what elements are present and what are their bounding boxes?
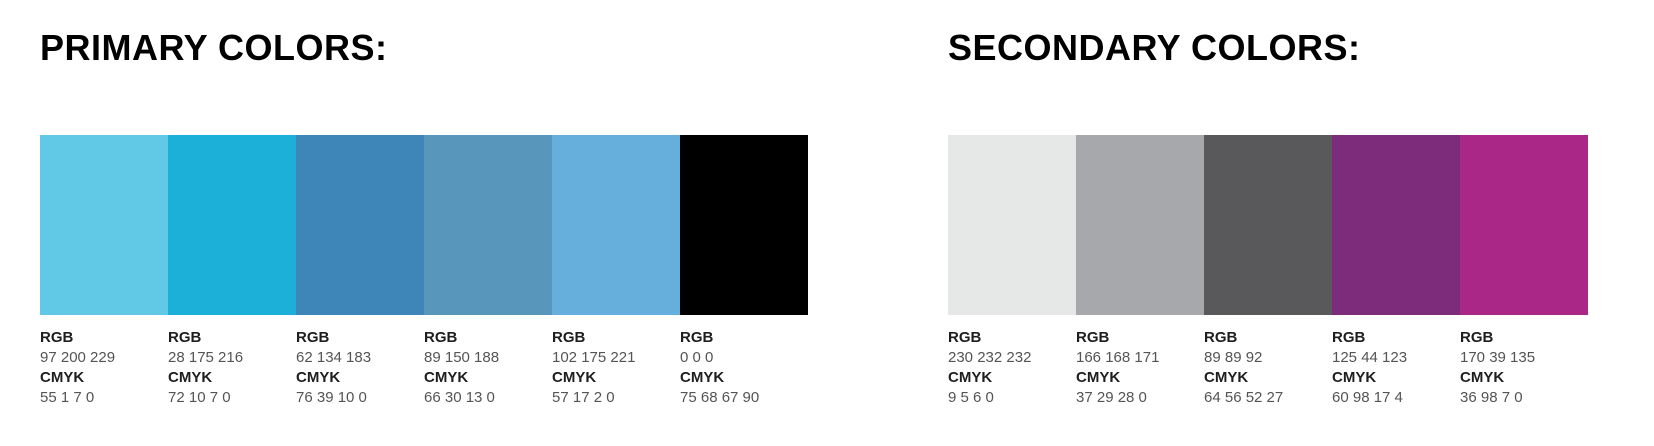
rgb-value: 0 0 0 [680, 349, 714, 366]
cmyk-label: CMYK [1076, 369, 1121, 386]
swatch-column-cyan-blue: RGB 28 175 216 CMYK 72 10 7 0 [168, 135, 296, 408]
swatch-labels: RGB 170 39 135 CMYK 36 98 7 0 [1460, 328, 1588, 408]
swatch-labels: RGB 97 200 229 CMYK 55 1 7 0 [40, 328, 168, 408]
cmyk-value: 75 68 67 90 [680, 389, 760, 406]
primary-colors-title: PRIMARY COLORS: [40, 27, 388, 68]
rgb-label: RGB [948, 329, 982, 346]
cmyk-value: 57 17 2 0 [552, 389, 615, 406]
rgb-label: RGB [1076, 329, 1110, 346]
color-swatch-slate-blue [424, 135, 552, 315]
color-swatch-purple [1332, 135, 1460, 315]
swatch-column-black: RGB 0 0 0 CMYK 75 68 67 90 [680, 135, 808, 408]
secondary-swatch-band: RGB 230 232 232 CMYK 9 5 6 0 RGB 166 168 171 C… [948, 135, 1588, 408]
rgb-value: 170 39 135 [1460, 349, 1536, 366]
color-swatch-gray [1076, 135, 1204, 315]
rgb-value: 89 150 188 [424, 349, 500, 366]
rgb-value: 230 232 232 [948, 349, 1032, 366]
color-swatch-dark-gray [1204, 135, 1332, 315]
cmyk-label: CMYK [948, 369, 993, 386]
secondary-colors-section: SECONDARY COLORS: RGB 230 232 232 CMYK 9 5 … [948, 30, 1588, 408]
rgb-value: 28 175 216 [168, 349, 244, 366]
color-swatch-steel-blue [296, 135, 424, 315]
cmyk-value: 60 98 17 4 [1332, 389, 1403, 406]
swatch-labels: RGB 230 232 232 CMYK 9 5 6 0 [948, 328, 1076, 408]
color-swatch-black [680, 135, 808, 315]
color-swatch-magenta [1460, 135, 1588, 315]
swatch-labels: RGB 125 44 123 CMYK 60 98 17 4 [1332, 328, 1460, 408]
cmyk-value: 37 29 28 0 [1076, 389, 1147, 406]
rgb-label: RGB [1460, 329, 1494, 346]
swatch-column-dark-gray: RGB 89 89 92 CMYK 64 56 52 27 [1204, 135, 1332, 408]
cmyk-label: CMYK [296, 369, 341, 386]
swatch-column-light-blue: RGB 102 175 221 CMYK 57 17 2 0 [552, 135, 680, 408]
swatch-column-purple: RGB 125 44 123 CMYK 60 98 17 4 [1332, 135, 1460, 408]
swatch-column-steel-blue: RGB 62 134 183 CMYK 76 39 10 0 [296, 135, 424, 408]
cmyk-label: CMYK [1204, 369, 1249, 386]
rgb-label: RGB [424, 329, 458, 346]
rgb-label: RGB [1332, 329, 1366, 346]
rgb-label: RGB [552, 329, 586, 346]
cmyk-value: 64 56 52 27 [1204, 389, 1284, 406]
cmyk-label: CMYK [1332, 369, 1377, 386]
cmyk-value: 9 5 6 0 [948, 389, 994, 406]
rgb-value: 97 200 229 [40, 349, 116, 366]
cmyk-label: CMYK [680, 369, 725, 386]
color-swatch-cyan-blue [168, 135, 296, 315]
swatch-column-sky-blue: RGB 97 200 229 CMYK 55 1 7 0 [40, 135, 168, 408]
swatch-labels: RGB 89 150 188 CMYK 66 30 13 0 [424, 328, 552, 408]
cmyk-value: 76 39 10 0 [296, 389, 367, 406]
cmyk-label: CMYK [168, 369, 213, 386]
swatch-column-gray: RGB 166 168 171 CMYK 37 29 28 0 [1076, 135, 1204, 408]
cmyk-value: 72 10 7 0 [168, 389, 231, 406]
cmyk-label: CMYK [1460, 369, 1505, 386]
color-swatch-light-gray [948, 135, 1076, 315]
rgb-value: 89 89 92 [1204, 349, 1263, 366]
cmyk-value: 66 30 13 0 [424, 389, 495, 406]
primary-swatch-band: RGB 97 200 229 CMYK 55 1 7 0 RGB 28 175 216 CM… [40, 135, 808, 408]
cmyk-label: CMYK [424, 369, 469, 386]
rgb-label: RGB [168, 329, 202, 346]
cmyk-value: 55 1 7 0 [40, 389, 95, 406]
swatch-labels: RGB 0 0 0 CMYK 75 68 67 90 [680, 328, 808, 408]
secondary-colors-title: SECONDARY COLORS: [948, 27, 1361, 68]
cmyk-value: 36 98 7 0 [1460, 389, 1523, 406]
rgb-label: RGB [40, 329, 74, 346]
color-swatch-light-blue [552, 135, 680, 315]
rgb-value: 102 175 221 [552, 349, 636, 366]
swatch-labels: RGB 102 175 221 CMYK 57 17 2 0 [552, 328, 680, 408]
rgb-label: RGB [296, 329, 330, 346]
swatch-labels: RGB 166 168 171 CMYK 37 29 28 0 [1076, 328, 1204, 408]
color-swatch-sky-blue [40, 135, 168, 315]
rgb-value: 62 134 183 [296, 349, 372, 366]
swatch-column-slate-blue: RGB 89 150 188 CMYK 66 30 13 0 [424, 135, 552, 408]
swatch-labels: RGB 89 89 92 CMYK 64 56 52 27 [1204, 328, 1332, 408]
cmyk-label: CMYK [40, 369, 85, 386]
rgb-value: 125 44 123 [1332, 349, 1408, 366]
swatch-labels: RGB 62 134 183 CMYK 76 39 10 0 [296, 328, 424, 408]
swatch-column-light-gray: RGB 230 232 232 CMYK 9 5 6 0 [948, 135, 1076, 408]
cmyk-label: CMYK [552, 369, 597, 386]
swatch-column-magenta: RGB 170 39 135 CMYK 36 98 7 0 [1460, 135, 1588, 408]
primary-colors-section: PRIMARY COLORS: RGB 97 200 229 CMYK 55 1 7 … [40, 30, 808, 408]
rgb-label: RGB [1204, 329, 1238, 346]
swatch-labels: RGB 28 175 216 CMYK 72 10 7 0 [168, 328, 296, 408]
rgb-value: 166 168 171 [1076, 349, 1160, 366]
rgb-label: RGB [680, 329, 714, 346]
